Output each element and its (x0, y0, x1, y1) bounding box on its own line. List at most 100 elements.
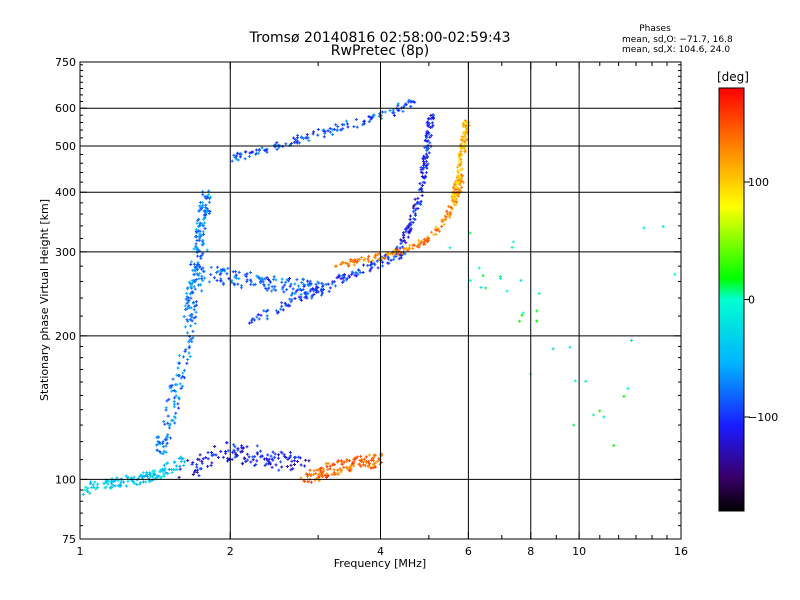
data-point (520, 313, 524, 317)
data-point (386, 253, 390, 257)
data-point (194, 310, 198, 314)
data-point (339, 262, 343, 266)
data-point (345, 278, 349, 282)
data-point (372, 261, 376, 265)
data-point (397, 257, 401, 261)
data-point (232, 443, 236, 447)
data-point (231, 270, 235, 274)
data-point (367, 453, 371, 457)
data-point (261, 278, 265, 282)
data-point (370, 116, 374, 120)
data-point (371, 259, 375, 263)
data-point (94, 487, 98, 491)
data-point (193, 287, 197, 291)
data-point (320, 288, 324, 292)
data-point (259, 313, 263, 317)
data-point (258, 279, 262, 283)
data-point (238, 155, 242, 159)
data-point (210, 453, 214, 457)
data-point (320, 281, 324, 285)
data-point (204, 210, 208, 214)
data-point (178, 354, 182, 358)
data-point (568, 345, 572, 349)
data-point (302, 284, 306, 288)
data-point (332, 468, 336, 472)
data-point (396, 102, 400, 106)
data-point (316, 285, 320, 289)
data-point (190, 279, 194, 283)
data-point (110, 482, 114, 486)
data-point (167, 426, 171, 430)
data-point (342, 465, 346, 469)
data-point (273, 285, 277, 289)
data-point (164, 444, 168, 448)
data-point (166, 461, 170, 465)
data-point (453, 197, 457, 201)
data-point (192, 272, 196, 276)
data-point (158, 469, 162, 473)
data-point (189, 296, 193, 300)
data-point (172, 396, 176, 400)
data-point (182, 376, 186, 380)
data-point (498, 276, 502, 280)
data-point (341, 280, 345, 284)
data-point (293, 282, 297, 286)
data-point (266, 308, 270, 312)
data-point (256, 275, 260, 279)
data-point (191, 461, 195, 465)
data-point (479, 285, 483, 289)
data-point (194, 277, 198, 281)
colorbar-label: [deg] (717, 70, 749, 84)
data-point (341, 127, 345, 131)
data-point (420, 183, 424, 187)
data-point (202, 232, 206, 236)
data-point (321, 284, 325, 288)
data-point (236, 282, 240, 286)
data-point (296, 134, 300, 138)
data-point (198, 467, 202, 471)
data-point (340, 460, 344, 464)
data-point (165, 399, 169, 403)
data-point (284, 280, 288, 284)
data-point (419, 199, 423, 203)
data-point (204, 196, 208, 200)
data-point (174, 394, 178, 398)
data-point (432, 113, 436, 117)
data-point (280, 277, 284, 281)
data-point (275, 147, 279, 151)
data-point (412, 204, 416, 208)
data-point (311, 287, 315, 291)
data-point (451, 194, 455, 198)
data-point (511, 240, 515, 244)
data-point (206, 464, 210, 468)
data-point (151, 475, 155, 479)
data-point (271, 450, 275, 454)
data-point (305, 136, 309, 140)
data-point (310, 296, 314, 300)
data-point (642, 226, 646, 230)
data-point (283, 301, 287, 305)
data-point (303, 295, 307, 299)
data-point (308, 279, 312, 283)
data-point (256, 313, 260, 317)
data-point (323, 473, 327, 477)
data-point (413, 212, 417, 216)
data-point (340, 261, 344, 265)
data-point (233, 450, 237, 454)
x-tick-label: 6 (465, 545, 472, 558)
data-point (177, 373, 181, 377)
data-point (464, 126, 468, 130)
data-point (426, 162, 430, 166)
data-point (149, 474, 153, 478)
data-point (169, 436, 173, 440)
data-point (425, 131, 429, 135)
data-point (408, 222, 412, 226)
data-point (355, 125, 359, 129)
data-point (373, 256, 377, 260)
data-point (233, 455, 237, 459)
data-point (368, 462, 372, 466)
data-point (427, 132, 431, 136)
data-point (186, 300, 190, 304)
data-point (455, 169, 459, 173)
data-point (277, 468, 281, 472)
